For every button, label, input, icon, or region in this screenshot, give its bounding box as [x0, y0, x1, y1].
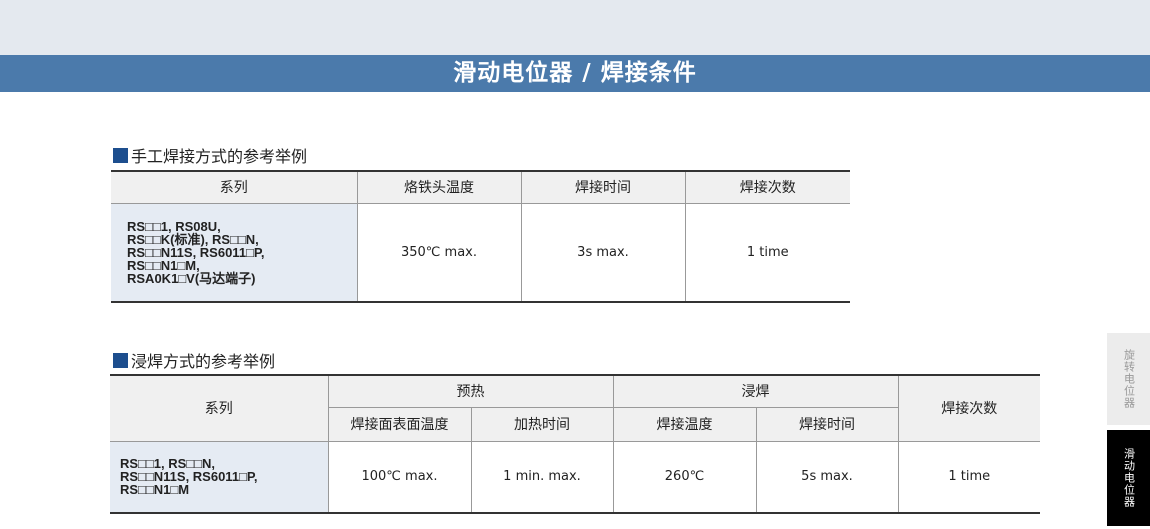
count-cell: 1 time — [684, 202, 850, 303]
col-header: 焊接次数 — [897, 374, 1040, 442]
col-header: 焊接次数 — [684, 170, 850, 204]
col-header: 焊接时间 — [520, 170, 686, 204]
col-header: 系列 — [111, 170, 358, 204]
col-header: 预热 — [327, 374, 614, 408]
value-cell: 260℃ — [612, 440, 757, 514]
iron-temp-cell: 350℃ max. — [356, 202, 522, 303]
col-header: 系列 — [110, 374, 329, 442]
section-dip-title: 浸焊方式的参考举例 — [113, 348, 275, 372]
section-title: 浸焊方式的参考举例 — [131, 352, 276, 371]
sub-header: 焊接温度 — [612, 406, 757, 442]
section-manual-title: 手工焊接方式的参考举例 — [113, 143, 307, 167]
col-header: 烙铁头温度 — [356, 170, 522, 204]
sub-header: 加热时间 — [470, 406, 614, 442]
side-tab-rotary[interactable]: 旋转电位器 — [1107, 333, 1150, 425]
time-cell: 3s max. — [520, 202, 686, 303]
col-header: 浸焊 — [612, 374, 899, 408]
value-cell: 5s max. — [755, 440, 899, 514]
sub-header: 焊接时间 — [755, 406, 898, 442]
square-bullet-icon — [113, 147, 128, 163]
series-cell: RS□□1, RS□□N, RS□□N11S, RS6011□P, RS□□N1□M — [110, 440, 329, 514]
section-title: 手工焊接方式的参考举例 — [131, 147, 308, 166]
sub-header: 焊接面表面温度 — [328, 406, 472, 442]
value-cell: 100℃ max. — [327, 440, 472, 514]
side-tab-slide[interactable]: 滑动电位器 — [1107, 430, 1150, 526]
page-title: 滑动电位器 / 焊接条件 — [0, 55, 1150, 92]
top-band — [0, 0, 1150, 55]
value-cell: 1 min. max. — [470, 440, 614, 514]
value-cell: 1 time — [897, 440, 1040, 514]
manual-solder-table: 系列 烙铁头温度 焊接时间 焊接次数 RS□□1, RS08U, RS□□K(标准), … — [111, 170, 850, 303]
series-cell: RS□□1, RS08U, RS□□K(标准), RS□□N, RS□□N11S, … — [111, 202, 358, 303]
square-bullet-icon — [113, 352, 128, 368]
dip-solder-table: 系列 预热 浸焊 焊接次数 焊接面表面温度 加热时间 焊接温度 焊接时间 RS□□1, RS… — [110, 374, 1040, 514]
